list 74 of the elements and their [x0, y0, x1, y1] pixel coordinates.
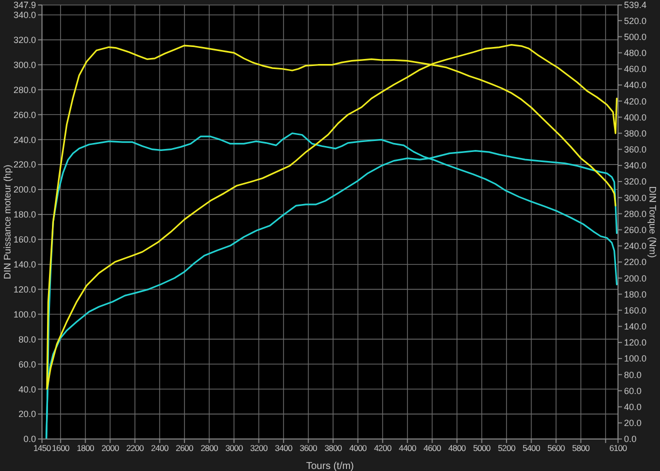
x-tick-label: 5800 — [572, 443, 590, 454]
y-tick-label: 120.0 — [13, 284, 36, 294]
y-tick-label: 60.0 — [18, 359, 36, 370]
x-tick-label: 1800 — [76, 443, 95, 454]
y2-tick-label: 460.0 — [624, 64, 647, 74]
y2-tick-label: 539.4 — [624, 0, 647, 10]
y-tick-label: 280.0 — [13, 84, 36, 95]
y-tick-label: 40.0 — [18, 384, 36, 394]
x-tick-label: 3600 — [300, 443, 318, 454]
y2-axis-title: DIN Torque (Nm) — [646, 186, 658, 258]
y2-tick-label: 480.0 — [624, 48, 647, 58]
y2-tick-label: 320.0 — [624, 176, 647, 187]
x-tick-label: 4000 — [349, 443, 368, 454]
x-tick-label: 5600 — [547, 443, 566, 454]
y2-tick-label: 520.0 — [624, 16, 647, 26]
y-tick-label: 180.0 — [13, 210, 36, 220]
y2-tick-label: 0.0 — [624, 434, 637, 444]
x-tick-label: 5400 — [522, 443, 541, 454]
y2-tick-label: 260.0 — [624, 225, 647, 235]
y2-tick-label: 160.0 — [624, 305, 647, 316]
x-tick-label: 5000 — [473, 443, 492, 454]
x-tick-label: 1600 — [52, 443, 70, 454]
x-tick-label: 6100 — [609, 443, 628, 454]
y2-tick-label: 80.0 — [624, 370, 642, 380]
y2-tick-label: 500.0 — [624, 32, 647, 42]
x-tick-label: 3000 — [225, 443, 244, 454]
y2-tick-label: 340.0 — [624, 160, 647, 171]
y2-tick-label: 300.0 — [624, 192, 647, 203]
y2-tick-label: 360.0 — [624, 144, 647, 155]
y-tick-label: 240.0 — [13, 134, 36, 145]
y-tick-label: 320.0 — [13, 35, 36, 45]
y2-tick-label: 120.0 — [624, 338, 647, 348]
x-tick-label: 2600 — [176, 443, 194, 454]
y-tick-label: 80.0 — [18, 334, 36, 344]
x-tick-label: 2000 — [101, 443, 120, 454]
y-tick-label: 347.9 — [13, 0, 36, 10]
x-tick-label: 4800 — [448, 443, 466, 454]
y-tick-label: 0.0 — [23, 434, 36, 444]
y2-tick-label: 220.0 — [624, 257, 647, 268]
y2-tick-label: 420.0 — [624, 96, 647, 106]
y-tick-label: 200.0 — [13, 184, 36, 195]
y2-tick-label: 400.0 — [624, 112, 647, 122]
y2-tick-label: 20.0 — [624, 418, 642, 428]
y-tick-label: 160.0 — [13, 234, 36, 245]
y-tick-label: 260.0 — [13, 110, 36, 120]
y-tick-label: 140.0 — [13, 260, 36, 270]
y2-tick-label: 140.0 — [624, 322, 647, 332]
x-tick-label: 4400 — [398, 443, 417, 454]
y2-tick-label: 100.0 — [624, 354, 647, 364]
y2-tick-label: 200.0 — [624, 273, 647, 284]
y2-tick-label: 40.0 — [624, 402, 642, 412]
x-tick-label: 2400 — [151, 443, 170, 454]
x-axis-title: Tours (t/m) — [306, 461, 354, 471]
x-tick-label: 2800 — [200, 443, 219, 454]
x-tick-label: 3400 — [274, 443, 293, 454]
x-tick-label: 3200 — [250, 443, 268, 454]
y2-tick-label: 60.0 — [624, 386, 642, 396]
y-tick-label: 340.0 — [13, 10, 36, 20]
y2-tick-label: 440.0 — [624, 80, 647, 90]
y2-tick-label: 380.0 — [624, 128, 647, 138]
y2-tick-label: 180.0 — [624, 289, 647, 300]
x-tick-label: 1450 — [33, 443, 52, 454]
x-tick-label: 3800 — [324, 443, 342, 454]
y-tick-label: 220.0 — [13, 160, 36, 170]
y-tick-label: 300.0 — [13, 60, 36, 70]
y-tick-label: 100.0 — [13, 309, 36, 320]
y-tick-label: 20.0 — [18, 409, 36, 420]
x-tick-label: 4200 — [374, 443, 392, 454]
y2-tick-label: 240.0 — [624, 241, 647, 252]
y-axis-title: DIN Puissance moteur (hp) — [2, 164, 14, 280]
x-tick-label: 2200 — [126, 443, 144, 454]
x-tick-label: 4600 — [424, 443, 442, 454]
y2-tick-label: 280.0 — [624, 208, 647, 219]
x-tick-label: 5200 — [498, 443, 516, 454]
